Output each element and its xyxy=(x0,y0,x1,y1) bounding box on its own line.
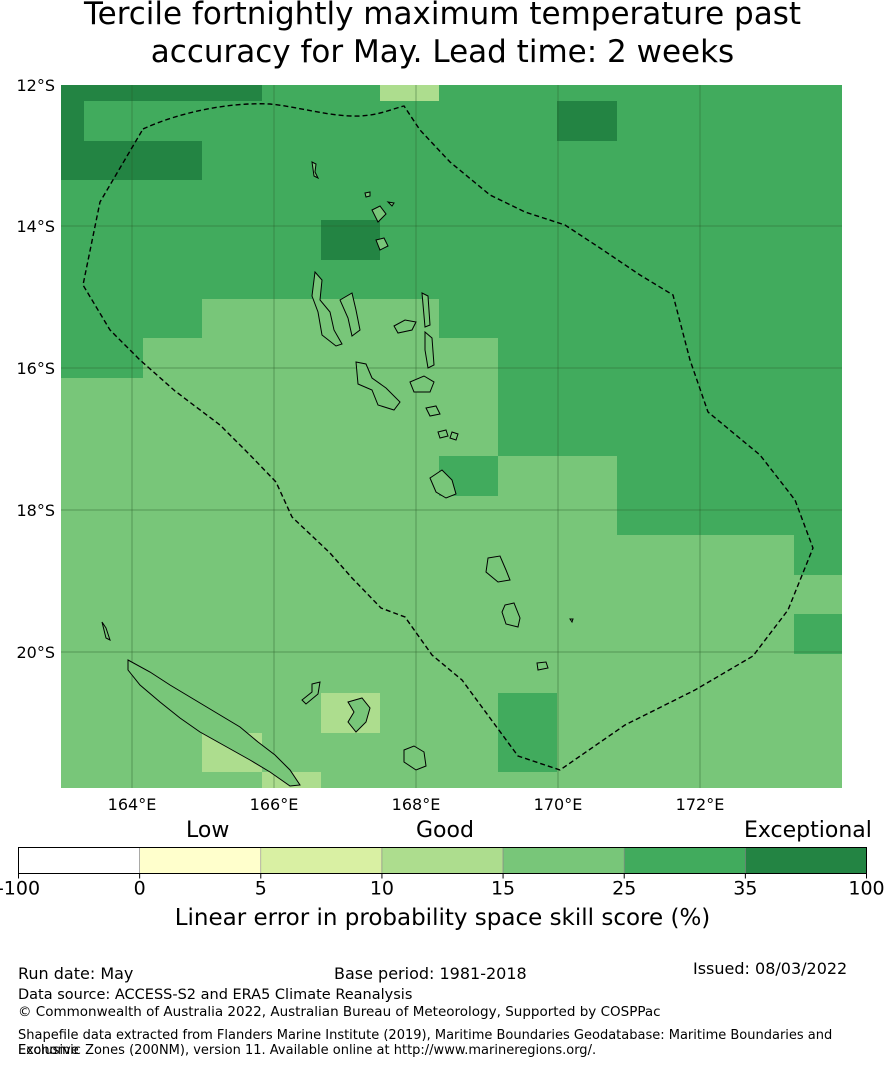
eez-boundary xyxy=(82,103,814,771)
skill-map: 12°S 14°S 16°S 18°S 20°S 164°E 166°E 168… xyxy=(0,75,885,820)
graticule xyxy=(61,85,842,788)
category-low: Low xyxy=(186,818,230,843)
malo xyxy=(339,292,361,337)
category-exceptional: Exceptional xyxy=(744,818,872,843)
ambae xyxy=(393,319,417,334)
pentecost xyxy=(424,330,435,369)
ambrym xyxy=(409,375,435,393)
hunter xyxy=(569,618,574,624)
colorbar-tick-label: 100 xyxy=(848,878,884,900)
colorbar-tick-label: 15 xyxy=(491,878,515,900)
lon-label: 172°E xyxy=(676,795,725,814)
lon-label: 168°E xyxy=(392,795,441,814)
colorbar-tick-label: 5 xyxy=(255,878,267,900)
coastlines xyxy=(101,161,574,787)
mare xyxy=(403,745,427,771)
map-svg: 12°S 14°S 16°S 18°S 20°S 164°E 166°E 168… xyxy=(16,76,842,814)
colorbar-tick-label: 10 xyxy=(370,878,394,900)
maewo xyxy=(421,292,431,328)
run-date: Run date: May xyxy=(18,964,134,983)
lat-label: 12°S xyxy=(16,76,55,95)
lifou xyxy=(347,697,371,733)
lat-labels: 12°S 14°S 16°S 18°S 20°S xyxy=(16,76,55,662)
category-good: Good xyxy=(416,818,474,843)
epi xyxy=(425,405,441,417)
colorbar-tick-label: 35 xyxy=(733,878,757,900)
colorbar-segment xyxy=(381,847,504,874)
lon-label: 164°E xyxy=(108,795,157,814)
colorbar-segments xyxy=(18,847,867,874)
shapefile-credit-2: Economic Zones (200NM), version 11. Avai… xyxy=(18,1043,597,1058)
shepherds xyxy=(437,429,449,439)
lon-label: 170°E xyxy=(534,795,583,814)
tanna xyxy=(501,602,521,628)
banks-4 xyxy=(386,201,395,207)
colorbar-ticks: -100 0 5 10 15 25 35 100 xyxy=(0,873,885,900)
new-caledonia xyxy=(127,659,301,787)
lon-label: 166°E xyxy=(250,795,299,814)
colorbar-title: Linear error in probability space skill … xyxy=(174,905,711,931)
colorbar-frame xyxy=(18,847,867,874)
efate xyxy=(429,469,457,499)
erromango xyxy=(485,555,511,583)
colorbar-category-labels: Low Good Exceptional xyxy=(0,818,885,848)
colorbar-segment xyxy=(139,847,262,874)
lat-label: 14°S xyxy=(16,217,55,236)
colorbar-segment xyxy=(745,847,867,874)
belep xyxy=(101,621,111,641)
malekula xyxy=(355,361,401,411)
aneityum xyxy=(536,661,549,671)
lon-labels: 164°E 166°E 168°E 170°E 172°E xyxy=(108,795,725,814)
banks-1 xyxy=(371,205,387,223)
colorbar: -100 0 5 10 15 25 35 100 xyxy=(0,845,885,905)
lat-label: 18°S xyxy=(16,501,55,520)
colorbar-segment xyxy=(623,847,746,874)
title-line-2: accuracy for May. Lead time: 2 weeks xyxy=(150,34,735,70)
espiritu-santo xyxy=(311,270,343,347)
base-period: Base period: 1981-2018 xyxy=(334,964,527,983)
lat-label: 20°S xyxy=(16,643,55,662)
lat-label: 16°S xyxy=(16,359,55,378)
banks-3 xyxy=(364,191,371,198)
data-source: Data source: ACCESS-S2 and ERA5 Climate … xyxy=(18,987,413,1003)
tongoa xyxy=(449,431,459,441)
title-line-1: Tercile fortnightly maximum temperature … xyxy=(83,0,802,32)
colorbar-segment xyxy=(260,847,383,874)
skill-cells-35-100 xyxy=(61,85,617,260)
colorbar-svg: -100 0 5 10 15 25 35 100 xyxy=(0,847,885,900)
torres-1 xyxy=(311,161,320,180)
colorbar-tick-label: 0 xyxy=(134,878,146,900)
ouvea xyxy=(301,681,321,705)
banks-2 xyxy=(375,237,389,251)
colorbar-segment xyxy=(18,847,140,874)
copyright: © Commonwealth of Australia 2022, Austra… xyxy=(18,1004,661,1020)
colorbar-segment xyxy=(502,847,625,874)
colorbar-tick-label: 25 xyxy=(612,878,636,900)
issued-date: Issued: 08/03/2022 xyxy=(693,959,848,978)
colorbar-tick-label: -100 xyxy=(0,878,40,900)
shapefile-credit-1: Shapefile data extracted from Flanders M… xyxy=(18,1028,833,1058)
